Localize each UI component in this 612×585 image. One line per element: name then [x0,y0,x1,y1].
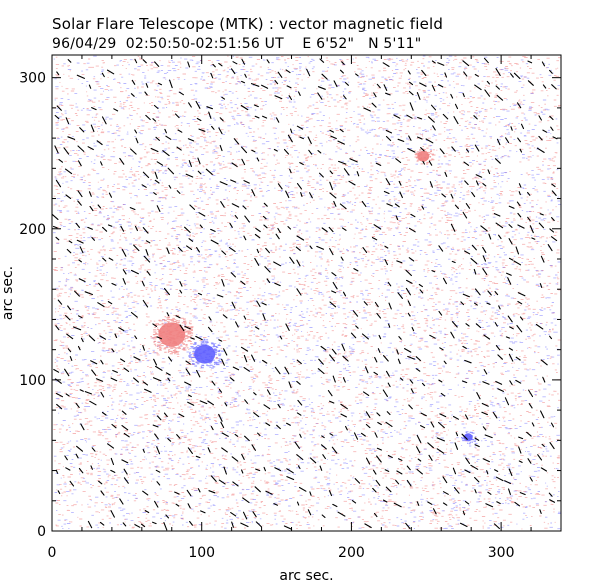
feature-positive-plage [417,150,430,162]
plot-frame [51,54,562,532]
y-tick-label: 300 [19,71,46,87]
vector-dashes [51,57,558,531]
feature-positive-sunspot [158,322,186,347]
polarity-features [150,147,477,445]
chart-title: Solar Flare Telescope (MTK) : vector mag… [52,15,444,33]
x-tick-label: 200 [338,545,365,561]
y-tick-label: 0 [37,524,46,540]
feature-negative-plage [463,433,473,442]
transverse-vectors [51,57,558,531]
positive-noise [53,55,561,530]
x-tick-label: 0 [48,545,57,561]
y-axis-label: arc sec. [0,266,16,320]
y-tick-label: 200 [19,222,46,238]
x-tick-label: 100 [188,545,215,561]
y-tick-label: 100 [19,373,46,389]
field-noise-layer [53,55,561,530]
axes: 0 100 200 300 0 100 200 300 arc sec. arc sec. [0,55,562,584]
chart-subtitle: 96/04/29 02:50:50-02:51:56 UT E 6'52" N … [52,36,422,52]
x-tick-label: 300 [488,545,515,561]
x-axis-label: arc sec. [279,568,333,584]
feature-negative-sunspot [194,344,216,364]
